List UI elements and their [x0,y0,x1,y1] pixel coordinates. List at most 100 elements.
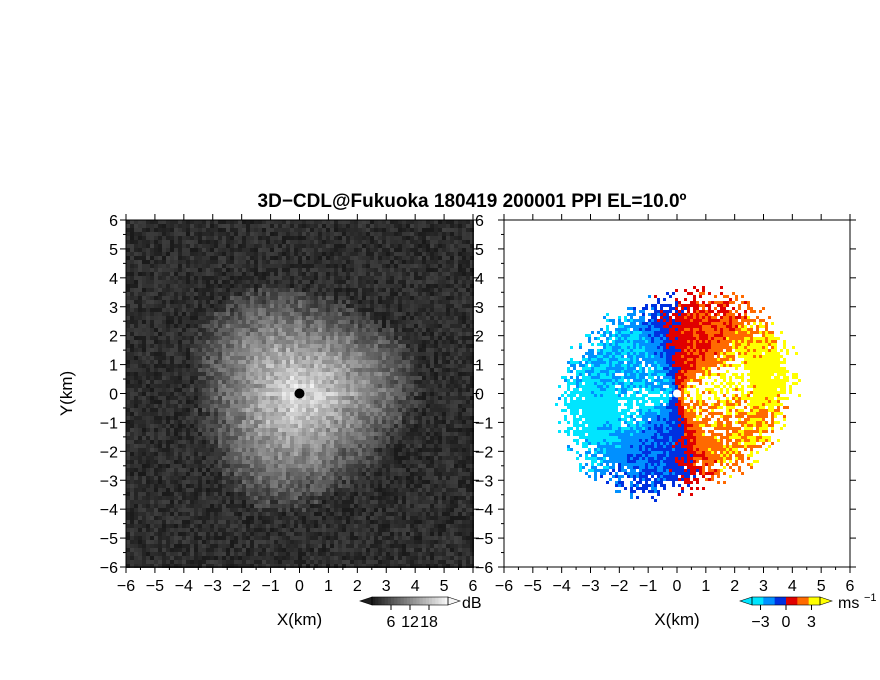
reflectivity-cell [250,292,254,296]
reflectivity-cell [318,396,322,400]
reflectivity-cell [402,256,406,260]
reflectivity-cell [166,324,170,328]
reflectivity-cell [458,392,462,396]
reflectivity-cell [302,364,306,368]
reflectivity-cell [338,316,342,320]
reflectivity-cell [414,316,418,320]
reflectivity-cell [262,260,266,264]
reflectivity-cell [386,280,390,284]
reflectivity-cell [442,420,446,424]
reflectivity-cell [462,316,466,320]
reflectivity-cell [374,240,378,244]
reflectivity-cell [410,344,414,348]
reflectivity-cell [306,312,310,316]
reflectivity-cell [438,344,442,348]
reflectivity-cell [126,392,130,396]
reflectivity-cell [178,288,182,292]
reflectivity-cell [134,356,138,360]
reflectivity-cell [462,388,466,392]
reflectivity-cell [214,376,218,380]
reflectivity-cell [446,288,450,292]
reflectivity-cell [162,408,166,412]
reflectivity-cell [306,356,310,360]
reflectivity-cell [314,316,318,320]
reflectivity-cell [446,340,450,344]
reflectivity-cell [406,436,410,440]
reflectivity-cell [246,376,250,380]
reflectivity-cell [366,256,370,260]
reflectivity-cell [390,420,394,424]
reflectivity-cell [182,436,186,440]
reflectivity-cell [142,288,146,292]
reflectivity-cell [446,328,450,332]
reflectivity-cell [198,280,202,284]
reflectivity-cell [350,404,354,408]
reflectivity-cell [298,400,302,404]
reflectivity-cell [342,244,346,248]
reflectivity-cell [146,380,150,384]
reflectivity-cell [318,352,322,356]
reflectivity-cell [278,376,282,380]
reflectivity-cell [314,432,318,436]
reflectivity-cell [366,420,370,424]
reflectivity-cell [190,432,194,436]
reflectivity-cell [242,260,246,264]
reflectivity-cell [242,236,246,240]
reflectivity-cell [470,232,474,236]
reflectivity-cell [346,260,350,264]
reflectivity-cell [246,440,250,444]
reflectivity-cell [370,420,374,424]
reflectivity-cell [334,296,338,300]
reflectivity-cell [338,292,342,296]
reflectivity-cell [310,380,314,384]
reflectivity-cell [170,220,174,224]
reflectivity-cell [130,228,134,232]
reflectivity-cell [434,332,438,336]
reflectivity-cell [214,224,218,228]
reflectivity-cell [330,428,334,432]
reflectivity-cell [450,356,454,360]
reflectivity-cell [150,420,154,424]
reflectivity-cell [202,420,206,424]
reflectivity-cell [262,428,266,432]
reflectivity-cell [430,244,434,248]
reflectivity-cell [378,436,382,440]
reflectivity-cell [266,380,270,384]
reflectivity-cell [214,356,218,360]
reflectivity-cell [382,236,386,240]
reflectivity-cell [330,380,334,384]
reflectivity-cell [170,344,174,348]
reflectivity-cell [450,260,454,264]
reflectivity-cell [322,220,326,224]
reflectivity-cell [126,424,130,428]
reflectivity-cell [198,360,202,364]
reflectivity-cell [314,348,318,352]
reflectivity-cell [442,376,446,380]
reflectivity-cell [358,288,362,292]
reflectivity-cell [426,364,430,368]
reflectivity-cell [246,360,250,364]
reflectivity-cell [250,436,254,440]
reflectivity-cell [262,248,266,252]
reflectivity-cell [346,220,350,224]
reflectivity-cell [338,324,342,328]
reflectivity-cell [282,292,286,296]
reflectivity-cell [278,332,282,336]
reflectivity-cell [222,408,226,412]
reflectivity-cell [458,224,462,228]
reflectivity-cell [318,304,322,308]
reflectivity-cell [150,304,154,308]
reflectivity-cell [446,260,450,264]
reflectivity-cell [394,424,398,428]
reflectivity-cell [290,248,294,252]
reflectivity-cell [374,288,378,292]
reflectivity-cell [342,304,346,308]
reflectivity-cell [138,236,142,240]
reflectivity-cell [154,328,158,332]
reflectivity-cell [306,220,310,224]
reflectivity-cell [330,304,334,308]
reflectivity-cell [350,256,354,260]
reflectivity-cell [398,316,402,320]
reflectivity-cell [186,272,190,276]
reflectivity-cell [454,360,458,364]
